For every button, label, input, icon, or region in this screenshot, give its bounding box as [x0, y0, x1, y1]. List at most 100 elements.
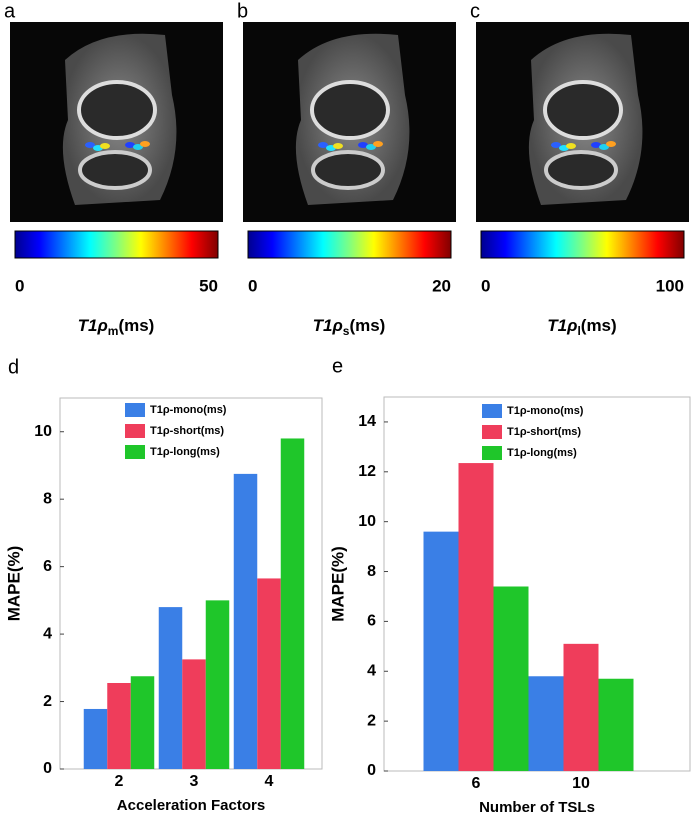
panel-label: d [8, 356, 19, 378]
x-tick-label: 10 [572, 775, 590, 792]
colorbar-title-part: m [108, 324, 119, 338]
bone [77, 80, 157, 140]
y-tick-label: 14 [358, 413, 376, 430]
legend-swatch [125, 403, 145, 417]
y-tick-label: 4 [43, 625, 52, 642]
bar [130, 676, 155, 769]
cartilage-map [318, 142, 328, 148]
x-tick-label: 3 [190, 773, 199, 790]
y-tick-label: 8 [43, 490, 52, 507]
bar [528, 676, 564, 771]
x-tick-label: 6 [472, 775, 481, 792]
legend-swatch [482, 446, 502, 460]
colorbar-title: T1ρs(ms) [313, 316, 386, 338]
colorbar-tick-label: 0 [248, 276, 257, 295]
cartilage-map [606, 141, 616, 147]
legend-swatch [125, 445, 145, 459]
y-tick-label: 2 [367, 712, 376, 729]
bar [563, 643, 599, 771]
bar [158, 607, 183, 769]
legend-label: T1ρ-short(ms) [150, 425, 224, 437]
y-tick-label: 6 [43, 558, 52, 575]
legend-swatch [125, 424, 145, 438]
bar [598, 678, 634, 771]
y-tick-label: 10 [34, 423, 52, 440]
x-axis-label: Number of TSLs [479, 799, 595, 816]
colorbar-title-part: (ms) [118, 316, 154, 335]
bar [280, 438, 305, 769]
colorbar-title-part: l [577, 324, 580, 338]
colorbar-title-part: s [343, 324, 350, 338]
legend-label: T1ρ-mono(ms) [150, 404, 227, 416]
cartilage-map [358, 142, 368, 148]
legend-swatch [482, 404, 502, 418]
bone [311, 150, 385, 190]
colorbar-tick-label: 50 [199, 276, 218, 295]
y-tick-label: 12 [358, 463, 376, 480]
cartilage-map [100, 143, 110, 149]
colorbar-title-part: (ms) [349, 316, 385, 335]
legend-label: T1ρ-mono(ms) [507, 405, 584, 417]
cartilage-map [140, 141, 150, 147]
y-tick-label: 10 [358, 513, 376, 530]
bar [83, 708, 108, 769]
cartilage-map [125, 142, 135, 148]
x-axis-label: Acceleration Factors [117, 797, 265, 814]
y-tick-label: 6 [367, 613, 376, 630]
cartilage-map [333, 143, 343, 149]
legend-swatch [482, 425, 502, 439]
cartilage-map [591, 142, 601, 148]
bar [182, 659, 206, 769]
colorbar-title-part: T1ρ [547, 316, 577, 335]
panel-label: c [470, 0, 480, 22]
legend-label: T1ρ-long(ms) [507, 447, 577, 459]
bar [493, 586, 529, 771]
bar [423, 531, 459, 771]
bone [544, 150, 618, 190]
y-tick-label: 0 [43, 760, 52, 777]
x-tick-label: 4 [265, 773, 274, 790]
colorbar-title: T1ρl(ms) [547, 316, 616, 338]
cartilage-map [373, 141, 383, 147]
panel-label: b [237, 0, 248, 22]
mri-image [243, 22, 456, 222]
colorbar-title-part: T1ρ [313, 316, 343, 335]
bar [205, 600, 230, 769]
y-axis-label: MAPE(%) [328, 546, 347, 622]
colorbar-tick-label: 0 [481, 276, 490, 295]
bone [543, 80, 623, 140]
cartilage-map [551, 142, 561, 148]
cartilage-map [85, 142, 95, 148]
bar [233, 473, 258, 769]
bone [78, 150, 152, 190]
y-tick-label: 0 [367, 762, 376, 779]
cartilage-map [566, 143, 576, 149]
y-tick-label: 8 [367, 563, 376, 580]
cartilage-map [133, 144, 143, 150]
colorbar-title: T1ρm(ms) [78, 316, 155, 338]
cartilage-map [599, 144, 609, 150]
bone [310, 80, 390, 140]
cartilage-map [366, 144, 376, 150]
bar [107, 682, 131, 769]
y-tick-label: 4 [367, 662, 376, 679]
colorbar-tick-label: 20 [432, 276, 451, 295]
bar [458, 463, 494, 771]
panel-label: a [4, 0, 16, 22]
legend-label: T1ρ-short(ms) [507, 426, 581, 438]
mri-image [476, 22, 689, 222]
colorbar [14, 230, 219, 259]
bar [257, 578, 281, 769]
colorbar [480, 230, 685, 259]
y-tick-label: 2 [43, 693, 52, 710]
x-tick-label: 2 [115, 773, 124, 790]
colorbar-title-part: T1ρ [78, 316, 108, 335]
y-axis-label: MAPE(%) [4, 546, 23, 622]
colorbar-tick-label: 0 [15, 276, 24, 295]
legend-label: T1ρ-long(ms) [150, 446, 220, 458]
colorbar-tick-label: 100 [656, 276, 684, 295]
panel-label: e [332, 355, 343, 377]
mri-image [10, 22, 223, 222]
colorbar [247, 230, 452, 259]
